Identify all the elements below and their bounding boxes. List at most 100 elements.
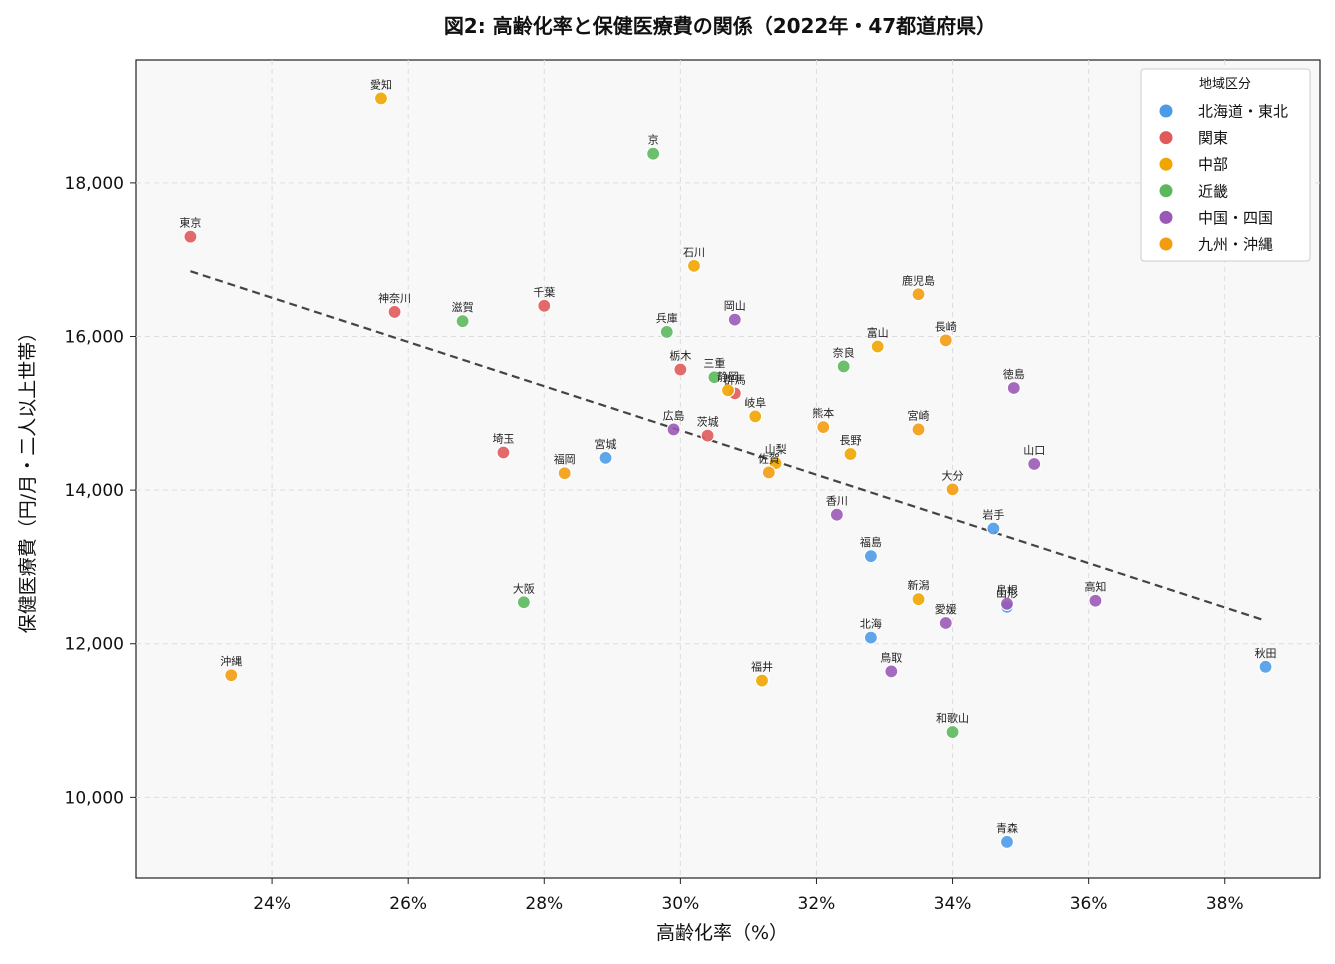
legend-marker — [1159, 157, 1173, 171]
point-label: 香川 — [826, 495, 848, 508]
point-label: 佐賀 — [758, 451, 780, 465]
legend-marker — [1159, 210, 1173, 224]
data-point — [557, 466, 572, 481]
point-label: 青森 — [996, 821, 1018, 835]
data-point — [816, 420, 831, 435]
data-point — [224, 668, 239, 683]
data-point — [537, 298, 552, 313]
y-tick-label: 18,000 — [65, 174, 124, 194]
point-label: 石川 — [683, 246, 705, 259]
data-point — [686, 258, 702, 273]
point-label: 長崎 — [935, 319, 957, 333]
point-label: 千葉 — [533, 285, 555, 299]
point-label: 三重 — [703, 356, 725, 370]
point-label: 岐阜 — [744, 396, 766, 409]
legend-title: 地域区分 — [1199, 77, 1251, 92]
data-point — [598, 450, 613, 465]
data-point — [748, 409, 763, 424]
point-label: 山梨 — [765, 442, 787, 456]
point-label: 愛知 — [370, 77, 392, 91]
data-point — [945, 724, 960, 740]
x-tick-label: 34% — [934, 894, 972, 914]
point-label: 鹿児島 — [902, 273, 935, 287]
x-tick-label: 26% — [389, 894, 427, 914]
legend-marker — [1159, 184, 1173, 198]
legend-item-label: 九州・沖縄 — [1198, 236, 1273, 254]
data-point — [496, 445, 511, 460]
point-label: 福井 — [751, 660, 773, 674]
chart-title: 図2: 高齢化率と保健医療費の関係（2022年・47都道府県） — [444, 14, 996, 38]
y-tick-label: 10,000 — [65, 788, 124, 808]
data-point — [843, 446, 858, 462]
legend-marker — [1159, 131, 1173, 145]
point-label: 大分 — [942, 468, 964, 482]
data-point — [1027, 456, 1042, 472]
x-axis-label: 高齢化率（%） — [656, 922, 788, 944]
y-tick-label: 14,000 — [65, 481, 124, 501]
plot-area — [135, 59, 1321, 879]
point-label: 滋賀 — [452, 301, 474, 314]
x-tick-label: 36% — [1070, 894, 1108, 914]
point-label: 兵庫 — [656, 311, 678, 325]
point-label: 長野 — [839, 434, 861, 447]
data-point — [455, 314, 470, 329]
data-point — [659, 324, 674, 339]
point-label: 茨城 — [697, 415, 719, 429]
point-label: 宮城 — [595, 437, 617, 451]
point-label: 高知 — [1084, 580, 1106, 594]
data-point — [1088, 593, 1103, 608]
y-tick-label: 16,000 — [65, 328, 124, 348]
data-point — [720, 383, 736, 398]
x-tick-label: 32% — [798, 894, 836, 914]
data-point — [938, 615, 953, 631]
point-label: 奈良 — [833, 345, 855, 359]
data-point — [938, 333, 953, 348]
point-label: 広島 — [663, 408, 685, 422]
data-point — [945, 482, 960, 497]
data-point — [727, 312, 742, 327]
point-label: 福島 — [860, 535, 882, 549]
point-label: 大阪 — [513, 581, 535, 595]
point-label: 熊本 — [812, 406, 834, 420]
point-label: 和歌山 — [936, 711, 969, 725]
data-point — [646, 146, 661, 161]
x-axis: 24% 26% 28% 30% 32% 34% 36% 38% — [253, 878, 1244, 914]
point-label: 福岡 — [554, 452, 576, 466]
point-label: 岡山 — [724, 300, 746, 313]
data-point — [870, 339, 885, 354]
legend-marker — [1159, 237, 1173, 251]
legend-item-label: 近畿 — [1198, 182, 1228, 200]
points-group — [183, 91, 1273, 850]
point-label: 島根 — [996, 583, 1018, 597]
data-point — [911, 592, 926, 607]
point-label: 京 — [648, 133, 659, 147]
data-point — [911, 287, 926, 302]
y-tick-label: 12,000 — [65, 635, 124, 655]
data-point — [999, 596, 1015, 611]
data-point — [999, 834, 1015, 850]
legend-item-label: 北海道・東北 — [1198, 103, 1288, 121]
data-point — [884, 664, 899, 679]
data-point — [863, 630, 878, 645]
x-tick-label: 38% — [1206, 894, 1244, 914]
point-label: 岩手 — [982, 508, 1004, 522]
y-axis-label: 保健医療費（円/月・二人以上世帯） — [17, 323, 39, 633]
data-point — [754, 673, 770, 688]
data-point — [673, 362, 688, 377]
data-point — [1006, 380, 1021, 396]
data-point — [183, 229, 198, 244]
y-axis: 10,000 12,000 14,000 16,000 18,000 — [65, 174, 136, 808]
data-point — [829, 507, 844, 522]
trendline — [190, 270, 1266, 622]
point-label: 新潟 — [908, 578, 930, 592]
point-label: 埼玉 — [492, 431, 514, 445]
legend-item-label: 中国・四国 — [1198, 209, 1273, 227]
legend-marker — [1159, 104, 1173, 118]
data-point — [1258, 659, 1273, 674]
data-point — [387, 304, 402, 320]
point-label: 神奈川 — [378, 291, 411, 305]
data-point — [666, 422, 681, 437]
data-point — [863, 549, 878, 564]
